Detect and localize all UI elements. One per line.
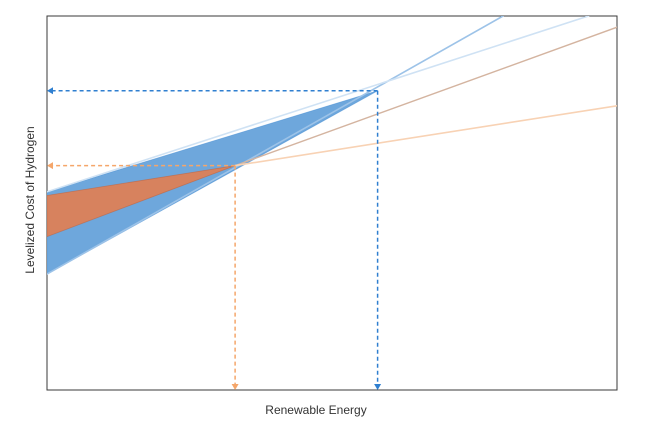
brown-line bbox=[234, 26, 617, 167]
blue-steep-line bbox=[47, 16, 504, 275]
y-axis-label: Levelized Cost of Hydrogen bbox=[23, 126, 37, 274]
blue-horizontal-ref-arrowhead bbox=[47, 87, 53, 95]
orange-horizontal-ref-arrowhead bbox=[47, 162, 53, 170]
orange-band bbox=[47, 165, 236, 238]
x-axis-label: Renewable Energy bbox=[265, 403, 367, 417]
peach-line bbox=[234, 104, 617, 167]
orange-vertical-ref-arrowhead bbox=[231, 384, 239, 390]
blue-light-line bbox=[47, 16, 590, 193]
blue-vertical-ref-arrowhead bbox=[374, 384, 382, 390]
blue-band bbox=[47, 90, 378, 275]
